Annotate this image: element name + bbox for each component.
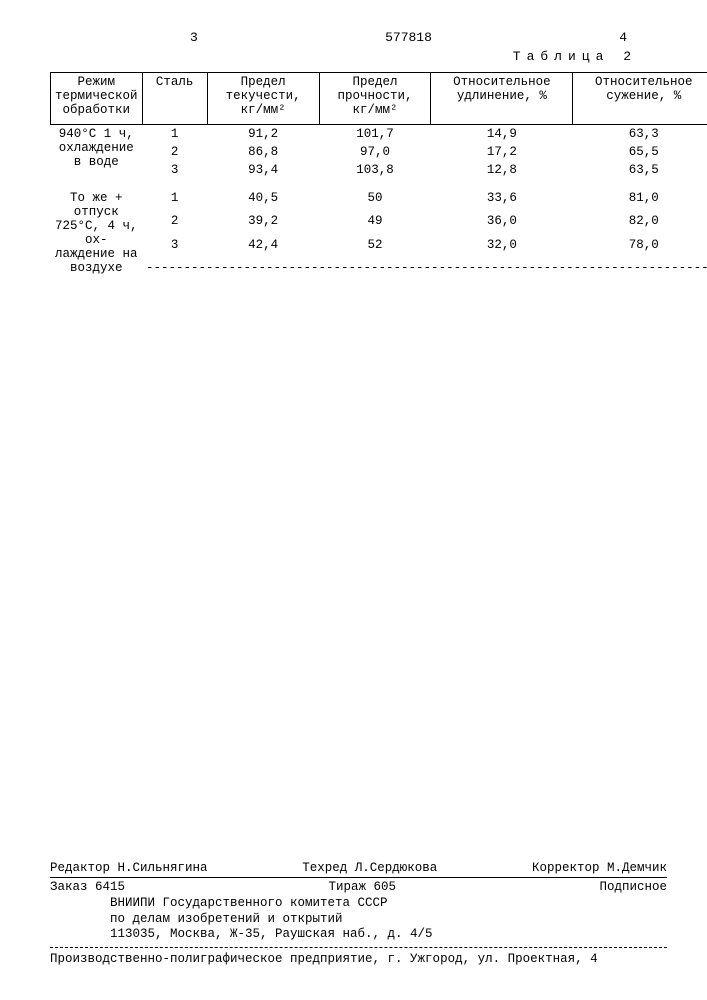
table-row: 3 42,4 52 32,0 78,0 30,0 - [51,236,707,259]
cell: 42,4 [207,236,319,259]
cell: 39,2 [207,212,319,235]
left-col-num: 3 [190,30,198,45]
table-row: 940°C 1 ч, охлаждение в воде 1 91,2 101,… [51,125,707,144]
cell: 91,2 [207,125,319,144]
cell: 32,0 [431,236,573,259]
cell: 50 [319,189,431,212]
regime-cell: 940°C 1 ч, охлаждение в воде [51,125,143,180]
cell: 1 [142,125,207,144]
footer: Редактор Н.Сильнягина Техред Л.Сердюкова… [50,861,667,966]
right-col-num: 4 [619,30,627,45]
cell: 14,9 [431,125,573,144]
regime-cell: То же + отпуск 725°C, 4 ч, ох- лаждение … [51,189,143,277]
org-block: ВНИИПИ Государственного комитета СССР по… [50,896,667,943]
cell: 12,8 [431,161,573,179]
cell: 97,0 [319,143,431,161]
table-header-row: Режим термической обработки Сталь Предел… [51,73,707,106]
col-contraction: Относительное сужение, % [573,73,707,125]
cell: 49 [319,212,431,235]
cell: 81,0 [573,189,707,212]
table-row: 3 93,4 103,8 12,8 63,5 12,2 - [51,161,707,179]
cell: 93,4 [207,161,319,179]
table-row [51,179,707,189]
cell: 36,0 [431,212,573,235]
table-row: 2 39,2 49 36,0 82,0 35,0 - [51,212,707,235]
col-steel: Сталь [142,73,207,125]
cell: 3 [142,236,207,259]
data-table: Режим термической обработки Сталь Предел… [50,72,707,277]
rule [50,877,667,878]
cell: 103,8 [319,161,431,179]
podpisnoe: Подписное [599,880,667,894]
cell: 2 [142,143,207,161]
cell: 1 [142,189,207,212]
cell: 2 [142,212,207,235]
col-regime: Режим термической обработки [51,73,143,125]
cell: 63,5 [573,161,707,179]
cell: 101,7 [319,125,431,144]
cell: 17,2 [431,143,573,161]
table-row: 2 86,8 97,0 17,2 65,5 15,8 - [51,143,707,161]
cell: 33,6 [431,189,573,212]
table-caption: Таблица 2 [50,49,667,64]
page-header: 3 577818 4 [50,30,667,45]
col-yield: Предел текучести, кг/мм² [207,73,319,125]
production-line: Производственно-полиграфическое предприя… [50,952,667,966]
cell: 86,8 [207,143,319,161]
col-elong: Относительное удлинение, % [431,73,573,125]
cell: 65,5 [573,143,707,161]
order-line: Заказ 6415 Тираж 605 Подписное [50,880,667,894]
col-strength: Предел прочности, кг/мм² [319,73,431,125]
cell: 82,0 [573,212,707,235]
dash-rule [50,947,667,948]
cell: 40,5 [207,189,319,212]
cell: 63,3 [573,125,707,144]
cell: 52 [319,236,431,259]
editorial-line: Редактор Н.Сильнягина Техред Л.Сердюкова… [50,861,667,875]
table-bottom-dash: ----------------------------------------… [51,259,707,277]
table-row: То же + отпуск 725°C, 4 ч, ох- лаждение … [51,189,707,212]
cell: 78,0 [573,236,707,259]
doc-number: 577818 [385,30,432,45]
cell: 3 [142,161,207,179]
